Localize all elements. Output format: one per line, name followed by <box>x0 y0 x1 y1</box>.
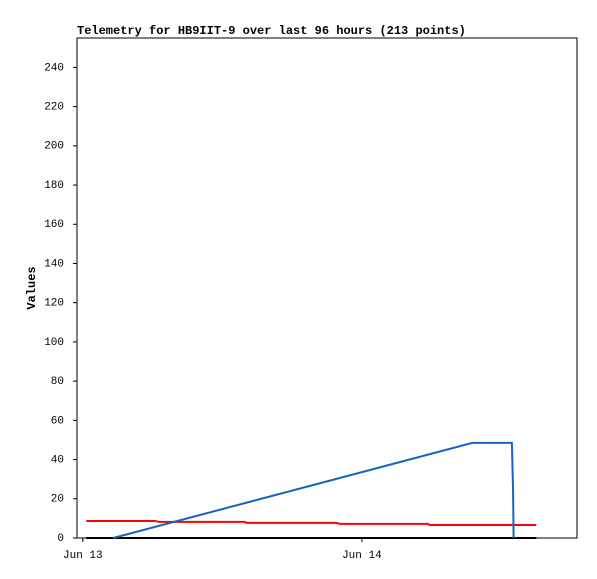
x-tick-label: Jun 14 <box>342 550 382 562</box>
series-line <box>86 519 537 527</box>
y-tick-label: 20 <box>51 494 64 506</box>
y-tick-label: 160 <box>44 219 64 231</box>
y-tick-label: 200 <box>44 141 64 153</box>
series-line <box>112 441 515 539</box>
y-tick-label: 100 <box>44 337 64 349</box>
y-tick-label: 120 <box>44 298 64 310</box>
y-tick-label: 240 <box>44 62 64 74</box>
y-axis-label: Values <box>25 266 39 309</box>
y-tick-label: 0 <box>57 533 64 545</box>
y-tick-label: 60 <box>51 415 64 427</box>
y-tick-label: 220 <box>44 102 64 114</box>
y-tick-label: 40 <box>51 454 64 466</box>
y-tick-label: 140 <box>44 258 64 270</box>
x-tick-label: Jun 13 <box>63 550 103 562</box>
chart-title: Telemetry for HB9IIT-9 over last 96 hour… <box>77 24 466 38</box>
y-tick-label: 80 <box>51 376 64 388</box>
plot-frame <box>76 37 578 539</box>
y-tick-label: 180 <box>44 180 64 192</box>
